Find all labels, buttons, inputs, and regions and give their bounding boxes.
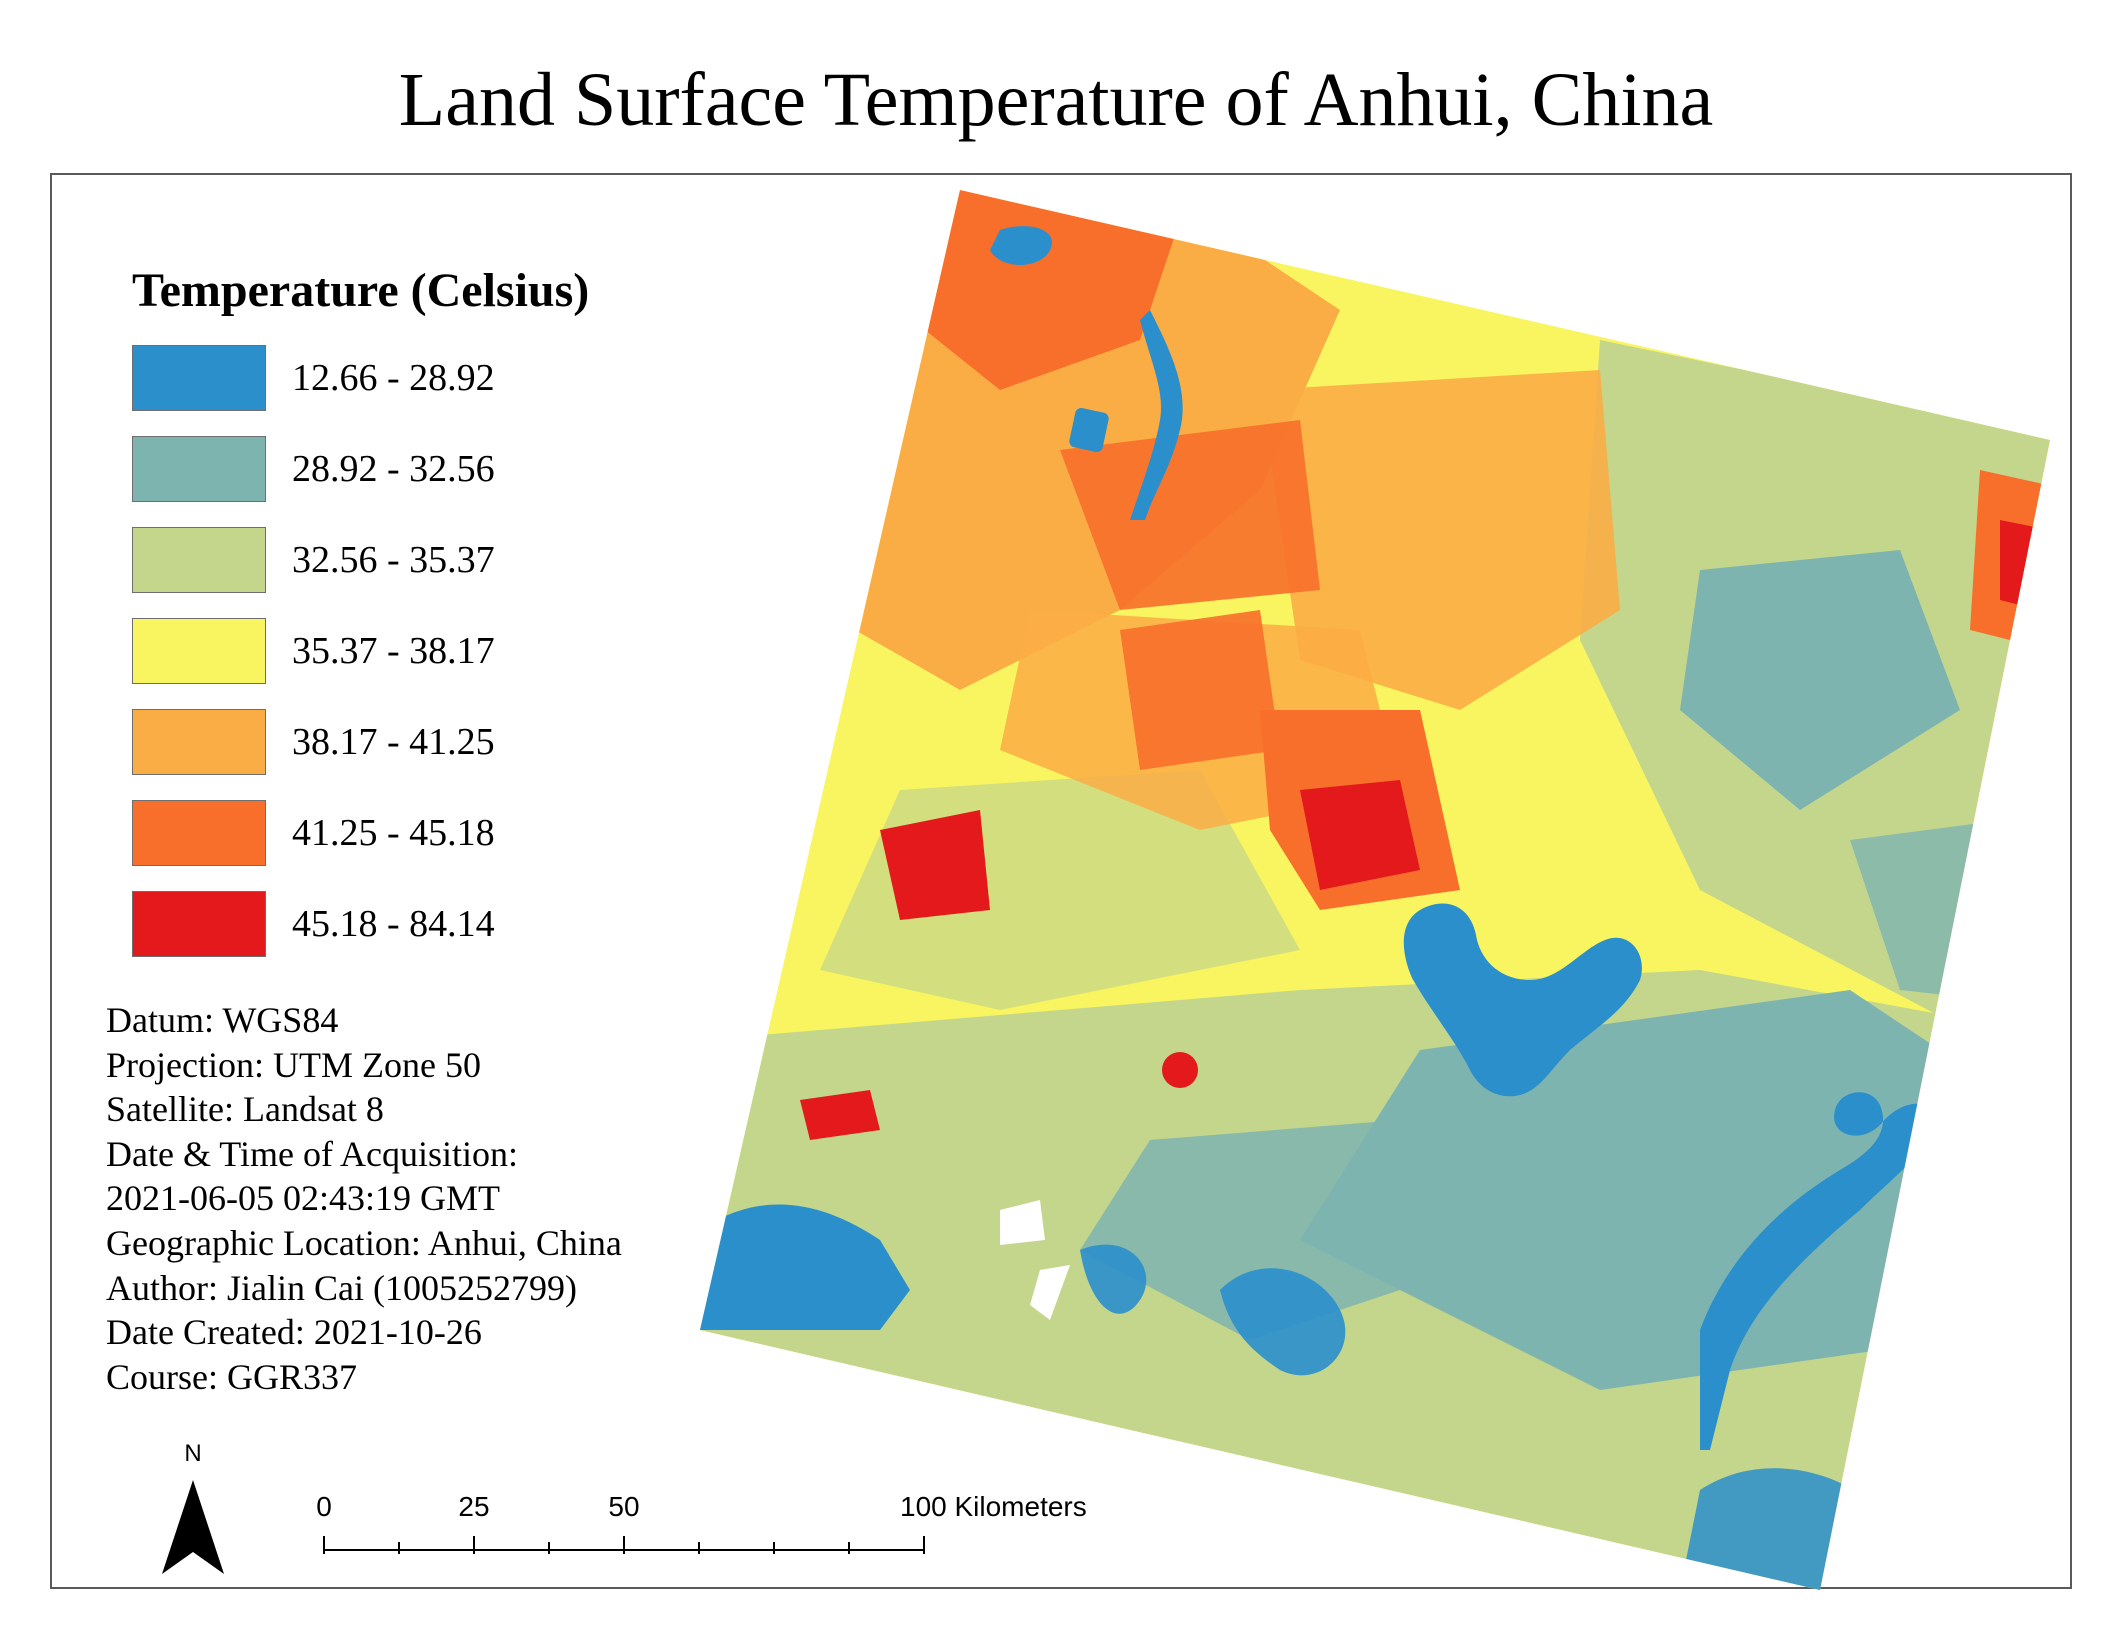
legend-label-4: 35.37 - 38.17 [292, 630, 495, 672]
legend-label-2: 28.92 - 32.56 [292, 448, 495, 490]
legend-item-3: 32.56 - 35.37 [132, 527, 732, 595]
legend-swatch-6 [132, 800, 266, 866]
metadata-location: Geographic Location: Anhui, China [106, 1222, 622, 1263]
chaohu-lake [1403, 903, 1642, 1097]
metadata-date-created: Date Created: 2021-10-26 [106, 1312, 482, 1353]
legend-swatch-2 [132, 436, 266, 502]
legend-swatch-4 [132, 618, 266, 684]
raster-spot-extreme-5 [1162, 1052, 1198, 1088]
raster-spot-extreme-4 [2000, 520, 2050, 610]
legend-swatch-1 [132, 345, 266, 411]
raster-spot-extreme-1 [1300, 780, 1420, 890]
lake-north [990, 226, 1052, 265]
raster-zone-cool-sw [1080, 1120, 1460, 1340]
raster-spot-extreme-2 [880, 810, 990, 920]
lake-small-1 [1069, 408, 1109, 452]
scale-label-0: 0 [316, 1491, 332, 1522]
legend-label-7: 45.18 - 84.14 [292, 903, 495, 945]
metadata-satellite: Satellite: Landsat 8 [106, 1089, 384, 1130]
lst-raster [700, 190, 2080, 1615]
forest-cool-patch [1220, 1268, 1346, 1376]
raster-spot-extreme-6 [800, 1090, 880, 1140]
nodata-patch-2 [1030, 1265, 1070, 1320]
legend-item-5: 38.17 - 41.25 [132, 709, 732, 777]
metadata-block: Datum: WGS84 Projection: UTM Zone 50 Sat… [106, 998, 622, 1399]
legend-item-1: 12.66 - 28.92 [132, 345, 732, 413]
scale-label-25: 25 [458, 1491, 490, 1522]
yangtze-river [1700, 1092, 1940, 1450]
water-sw [700, 1204, 910, 1330]
legend-title: Temperature (Celsius) [132, 264, 590, 317]
metadata-acquisition-time: 2021-06-05 02:43:19 GMT [106, 1178, 500, 1219]
north-arrow-label: N [184, 1440, 202, 1467]
scale-label-50: 50 [608, 1491, 640, 1522]
metadata-datum: Datum: WGS84 [106, 1000, 339, 1040]
metadata-author: Author: Jialin Cai (1005252799) [106, 1267, 577, 1308]
reservoir-north [1130, 310, 1183, 520]
metadata-course: Course: GGR337 [106, 1356, 357, 1397]
north-arrow: N [162, 1440, 224, 1574]
legend-swatch-7 [132, 891, 266, 957]
forest-cool-patch-2 [1080, 1244, 1147, 1314]
raster-zone-cool-ne [1680, 550, 1960, 810]
lst-raster-svg [700, 190, 2050, 1590]
legend-label-3: 32.56 - 35.37 [292, 539, 495, 581]
forest-cool-patch-3 [1680, 1468, 1880, 1590]
raster-zone-cool-south [1300, 990, 2000, 1390]
legend-item-2: 28.92 - 32.56 [132, 436, 732, 504]
legend-label-5: 38.17 - 41.25 [292, 721, 495, 763]
scale-label-100: 100 Kilometers [900, 1491, 1087, 1522]
legend-item-6: 41.25 - 45.18 [132, 800, 732, 868]
raster-zone-veryhot-c [1120, 610, 1280, 770]
map-title: Land Surface Temperature of Anhui, China [398, 58, 1714, 142]
legend-swatch-5 [132, 709, 266, 775]
raster-zone-veryhot-n [1060, 420, 1320, 610]
metadata-acquisition-label: Date & Time of Acquisition: [106, 1133, 519, 1174]
raster-zone-hot-north [1260, 370, 1620, 710]
legend-label-6: 41.25 - 45.18 [292, 812, 495, 854]
nodata-patch-1 [1000, 1200, 1045, 1245]
metadata-projection: Projection: UTM Zone 50 [106, 1044, 481, 1085]
raster-zone-veryhot-nw [900, 190, 1180, 390]
scale-bar: 0 25 50 100 Kilometers [300, 1490, 1140, 1560]
map-frame [50, 173, 2072, 1589]
raster-spot-extreme-3 [870, 220, 940, 310]
legend-item-4: 35.37 - 38.17 [132, 618, 732, 686]
scale-bar-graphic [323, 1536, 925, 1554]
legend-swatch-3 [132, 527, 266, 593]
legend-label-1: 12.66 - 28.92 [292, 357, 495, 399]
legend-item-7: 45.18 - 84.14 [132, 891, 732, 959]
north-arrow-icon [162, 1480, 224, 1574]
